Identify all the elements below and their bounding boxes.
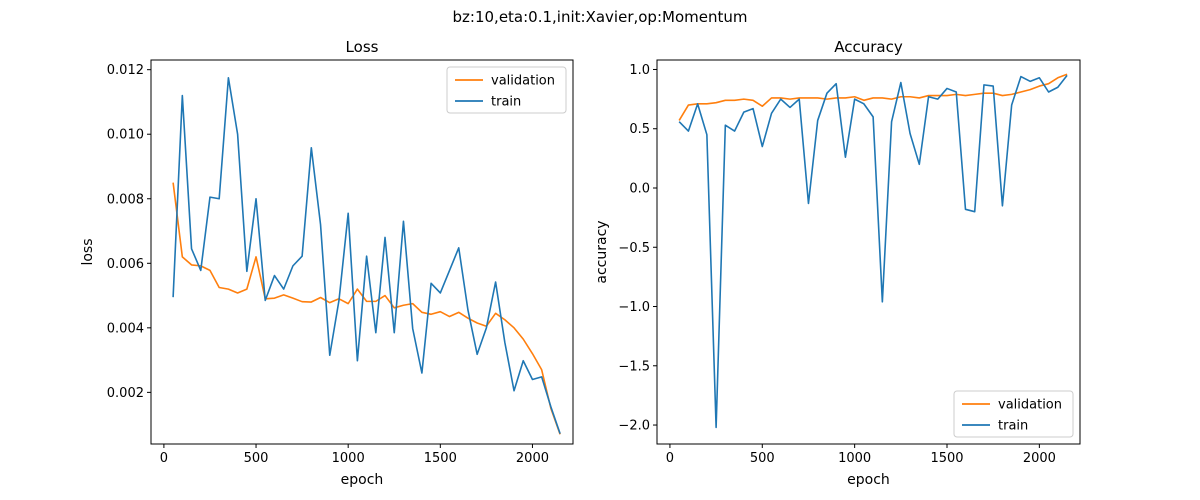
loss-series-train-line	[172, 76, 561, 434]
accuracy-y-tick-label: −1.0	[618, 300, 650, 315]
loss-series-validation-line	[172, 182, 561, 435]
accuracy-y-tick-label: 0.5	[629, 122, 650, 137]
accuracy-x-tick-label: 2000	[1023, 451, 1056, 466]
loss-legend-label-train: train	[491, 95, 521, 110]
accuracy-series-validation-line	[678, 73, 1068, 121]
accuracy-x-tick-label: 1500	[930, 451, 963, 466]
loss-chart: Loss 0 500 1000 1500 2000 0.002 0.004 0.006 0.008…	[80, 38, 574, 488]
loss-x-tick-label: 1000	[332, 451, 365, 466]
accuracy-x-tick-label: 1000	[838, 451, 871, 466]
accuracy-legend-label-validation: validation	[998, 398, 1062, 413]
accuracy-y-tick-label: 0.0	[629, 182, 650, 197]
loss-y-axis-label: loss	[80, 238, 96, 265]
loss-y-tick-label: 0.002	[107, 386, 144, 401]
loss-chart-title: Loss	[346, 38, 379, 56]
accuracy-series-train-line	[678, 74, 1068, 429]
loss-plot-frame	[150, 59, 574, 445]
accuracy-x-axis-label: epoch	[847, 472, 890, 488]
accuracy-x-tick-label: 500	[750, 451, 775, 466]
loss-x-axis-label: epoch	[341, 472, 384, 488]
accuracy-chart-title: Accuracy	[834, 38, 903, 56]
accuracy-legend: validation train	[953, 390, 1074, 438]
loss-x-tick-label: 1500	[424, 451, 457, 466]
accuracy-y-tick-label: −2.0	[618, 419, 650, 434]
loss-x-tick-label: 2000	[516, 451, 549, 466]
loss-y-tick-label: 0.012	[107, 63, 144, 78]
accuracy-y-tick-label: −0.5	[618, 241, 650, 256]
loss-y-tick-label: 0.008	[107, 192, 144, 207]
loss-legend-label-validation: validation	[491, 74, 555, 89]
accuracy-x-tick-label: 0	[666, 451, 674, 466]
accuracy-plot-frame	[656, 59, 1081, 445]
loss-y-tick-label: 0.006	[107, 257, 144, 272]
accuracy-y-axis-label: accuracy	[594, 220, 610, 283]
figure-suptitle: bz:10,eta:0.1,init:Xavier,op:Momentum	[453, 8, 748, 26]
accuracy-y-tick-label: 1.0	[629, 63, 650, 78]
accuracy-y-tick-label: −1.5	[618, 359, 650, 374]
loss-x-tick-label: 0	[160, 451, 168, 466]
loss-x-tick-label: 500	[244, 451, 269, 466]
loss-legend: validation train	[446, 66, 567, 114]
accuracy-chart: Accuracy 0 500 1000 1500 2000 −2.0 −1.5 −1.0 −0.5…	[594, 38, 1081, 488]
loss-y-tick-label: 0.004	[107, 321, 144, 336]
accuracy-legend-label-train: train	[998, 419, 1028, 434]
loss-y-tick-label: 0.010	[107, 128, 144, 143]
